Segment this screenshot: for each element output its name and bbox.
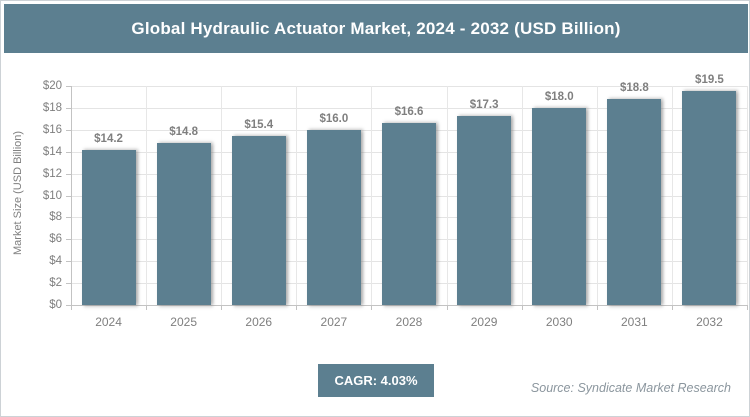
source-note: Source: Syndicate Market Research [530, 381, 731, 395]
x-tick-mark [446, 305, 448, 310]
y-tick-mark [66, 129, 71, 131]
y-tick-label: $2 [49, 277, 62, 290]
cagr-label: CAGR: 4.03% [334, 373, 418, 388]
y-axis-line [71, 86, 72, 305]
v-gridline [596, 86, 598, 305]
y-tick-label: $12 [42, 167, 62, 180]
y-tick-mark [66, 261, 71, 263]
bar-2029 [457, 115, 512, 305]
x-tick-mark [71, 305, 72, 310]
x-category-label: 2024 [95, 315, 122, 329]
y-tick-mark [66, 305, 71, 306]
bar-value-label: $18.0 [544, 90, 574, 103]
x-axis-line [71, 305, 747, 306]
v-gridline [371, 86, 373, 305]
x-tick-mark [521, 305, 523, 310]
y-tick-mark [66, 195, 71, 197]
plot-area: $20 $18 $16 $14 $12 $10 $8 $6 $4 $2 $0 $14.2 2024 $14… [43, 74, 748, 329]
x-category-label: 2032 [696, 315, 723, 329]
y-tick-label: $14 [42, 145, 62, 158]
y-tick-mark [66, 173, 71, 175]
bar-value-label: $19.5 [695, 74, 724, 87]
x-tick-mark [747, 305, 748, 310]
bar-value-label: $17.3 [469, 98, 499, 111]
bar-2024 [81, 149, 136, 305]
x-category-label: 2031 [620, 315, 648, 329]
bar-value-label: $16.0 [319, 112, 349, 125]
bar-2032 [682, 91, 737, 305]
y-tick-label: $18 [42, 101, 62, 114]
x-category-label: 2026 [245, 315, 273, 329]
bar-2027 [306, 129, 361, 305]
v-gridline [747, 86, 748, 305]
x-tick-mark [596, 305, 598, 310]
x-tick-mark [146, 305, 148, 310]
v-gridline [146, 86, 148, 305]
x-tick-mark [221, 305, 223, 310]
y-axis-title: Market Size (USD Billion) [12, 130, 24, 255]
bar-2030 [532, 107, 587, 305]
y-tick-label: $20 [42, 80, 62, 92]
h-gridline [71, 107, 747, 109]
bar-value-label: $14.2 [94, 132, 123, 145]
v-gridline [296, 86, 298, 305]
cagr-badge: CAGR: 4.03% [318, 364, 434, 397]
bar-2025 [156, 142, 211, 305]
bar-value-label: $18.8 [619, 82, 649, 95]
x-tick-mark [296, 305, 298, 310]
x-tick-mark [671, 305, 673, 310]
chart-area: Market Size (USD Billion) $20 $18 $16 $14 $1… [1, 53, 749, 353]
x-category-label: 2027 [320, 315, 348, 329]
y-tick-label: $0 [49, 299, 62, 311]
x-tick-mark [371, 305, 373, 310]
y-tick-label: $16 [42, 123, 62, 136]
y-tick-mark [66, 239, 71, 241]
y-tick-mark [66, 86, 71, 87]
y-tick-label: $6 [49, 233, 62, 246]
bar-value-label: $16.6 [394, 106, 424, 119]
y-tick-mark [66, 107, 71, 109]
bar-2026 [231, 136, 286, 305]
y-tick-mark [66, 283, 71, 285]
bar-2028 [382, 123, 436, 305]
x-category-label: 2029 [470, 315, 498, 329]
v-gridline [671, 86, 673, 305]
bar-2031 [607, 99, 662, 305]
h-gridline [71, 86, 747, 87]
chart-title: Global Hydraulic Actuator Market, 2024 -… [131, 18, 621, 38]
v-gridline [221, 86, 223, 305]
x-category-label: 2025 [170, 315, 198, 329]
bar-value-label: $14.8 [169, 125, 199, 138]
x-category-label: 2030 [545, 315, 573, 329]
chart-title-bar: Global Hydraulic Actuator Market, 2024 -… [4, 4, 748, 53]
y-tick-mark [66, 151, 71, 153]
x-category-label: 2028 [395, 315, 423, 329]
v-gridline [521, 86, 523, 305]
bar-value-label: $15.4 [244, 119, 274, 132]
v-gridline [446, 86, 448, 305]
y-tick-label: $8 [49, 211, 62, 224]
y-tick-label: $4 [49, 255, 62, 268]
y-tick-label: $10 [42, 189, 62, 202]
y-tick-mark [66, 217, 71, 219]
